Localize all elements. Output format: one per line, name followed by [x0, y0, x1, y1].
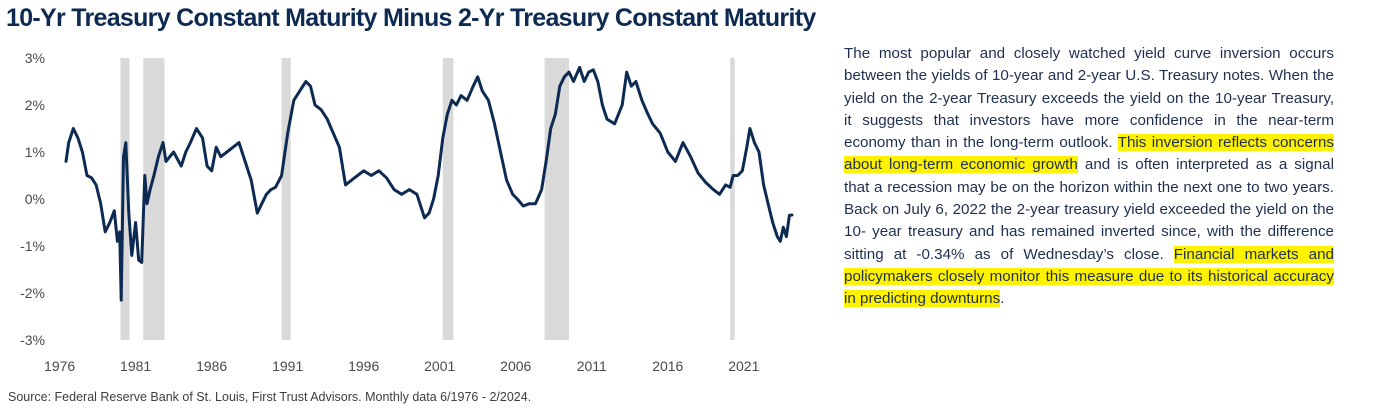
y-tick-label: 3%	[25, 50, 45, 66]
y-tick-label: 0%	[25, 191, 45, 207]
x-tick-label: 1996	[348, 358, 379, 374]
chart-title: 10-Yr Treasury Constant Maturity Minus 2…	[6, 4, 816, 32]
x-tick-label: 2011	[577, 358, 607, 374]
description-text: The most popular and closely watched yie…	[844, 43, 1334, 311]
x-axis: 1976 1981 1986 1991 1996 2001 2006 2011 2016 2021	[44, 358, 760, 374]
description-part-1: The most popular and closely watched yie…	[844, 45, 1334, 152]
series-line-1	[64, 65, 794, 302]
x-tick-label: 1976	[44, 358, 75, 374]
x-tick-label: 2016	[652, 358, 683, 374]
x-tick-label: 1981	[120, 358, 151, 374]
y-tick-label: -3%	[20, 332, 45, 348]
plot-area	[64, 65, 794, 302]
x-tick-label: 2021	[728, 358, 759, 374]
recession-band-4	[442, 58, 454, 340]
x-tick-label: 2001	[424, 358, 455, 374]
y-tick-label: -1%	[20, 238, 45, 254]
y-tick-label: 2%	[25, 97, 45, 113]
chart: 3% 2% 1% 0% -1% -2% -3% 1976 1981 1986 1991 1996 20…	[20, 50, 794, 374]
description-part-2: and is often interpreted as a signal tha…	[844, 156, 1334, 263]
y-tick-label: -2%	[20, 285, 45, 301]
recession-band-6	[730, 58, 735, 340]
source-note: Source: Federal Reserve Bank of St. Loui…	[8, 390, 532, 404]
description-part-3: .	[1000, 290, 1005, 308]
recession-band-2	[143, 58, 165, 340]
x-tick-label: 2006	[500, 358, 531, 374]
recession-band-1	[120, 58, 130, 340]
recession-bands	[120, 58, 735, 340]
y-axis: 3% 2% 1% 0% -1% -2% -3%	[20, 50, 45, 348]
x-tick-label: 1991	[272, 358, 303, 374]
recession-band-3	[281, 58, 291, 340]
y-tick-label: 1%	[25, 144, 45, 160]
x-tick-label: 1986	[196, 358, 227, 374]
